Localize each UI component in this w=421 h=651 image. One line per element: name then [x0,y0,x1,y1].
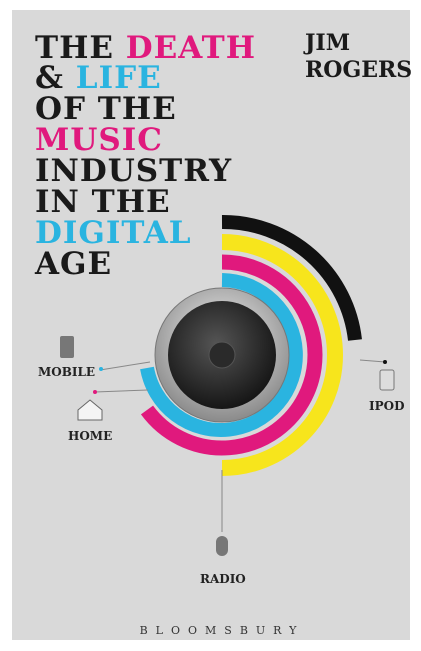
title-word: THE [35,30,114,66]
connector [94,389,149,393]
svg-text:& LIFE: & LIFE [35,60,162,96]
home-icon [77,399,103,421]
svg-text:THE DEATH: THE DEATH [35,30,256,66]
dot [383,360,387,364]
title-word: & [35,60,64,96]
ipod-icon [379,369,395,391]
title-line: AGE [34,246,112,282]
dot [99,367,103,371]
radio-icon [216,536,228,556]
title-line: IN THE [35,184,171,220]
arc-black [221,214,362,341]
connector [359,359,386,363]
title-line: OF THE [35,91,177,127]
publisher: BLOOMSBURY [140,624,305,637]
arc-yellow [221,234,343,476]
label: HOME [68,429,112,443]
label: MOBILE [38,365,95,379]
author: ROGERS [305,57,412,83]
title-word: DEATH [126,30,256,66]
arc-magenta [140,254,323,456]
arcs [140,214,362,476]
dot [93,390,97,394]
speaker-dust-cap [208,341,236,369]
arc-cyan [140,273,303,437]
title: THE DEATH & LIFE OF THE MUSIC INDUSTRY I… [34,30,256,282]
title-line: MUSIC [35,122,163,158]
title-line: INDUSTRY [35,153,232,189]
author: JIM [303,30,350,56]
label: RADIO [200,572,246,586]
label: IPOD [369,399,405,413]
connector [99,361,151,371]
mobile-icon [60,336,74,358]
connectors [94,359,386,532]
title-line: DIGITAL [35,215,192,251]
title-word: LIFE [76,60,162,96]
